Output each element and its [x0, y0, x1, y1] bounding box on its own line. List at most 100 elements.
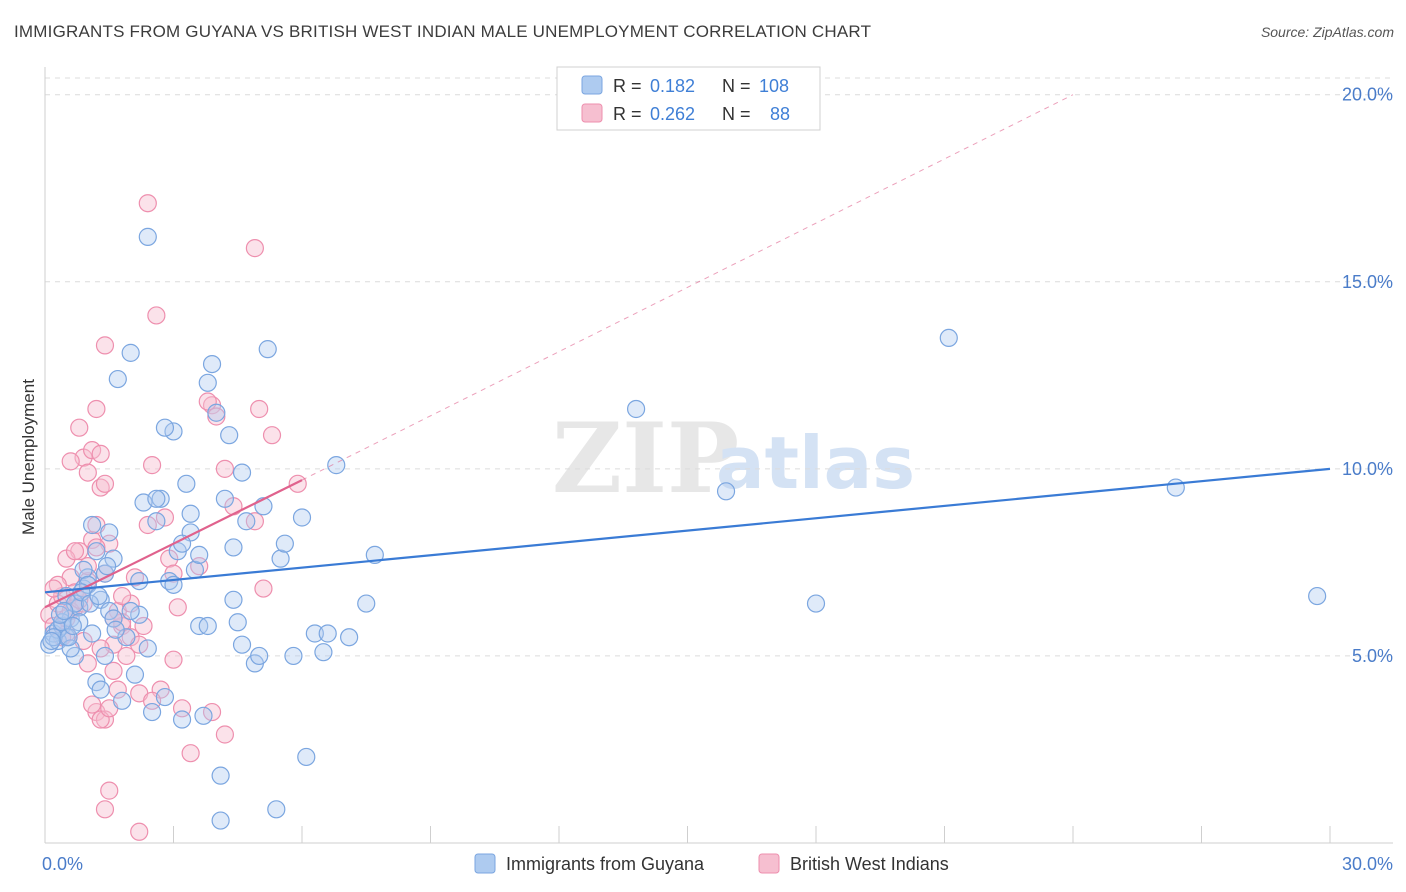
stats-n-value-guyana: 108: [759, 76, 789, 96]
point-bwi-32: [181, 744, 200, 763]
point-guyana-96: [130, 571, 149, 591]
legend-swatch-bwi: [758, 853, 780, 874]
point-guyana-45: [232, 463, 252, 482]
stats-n-label-bwi: N =: [722, 104, 751, 124]
point-guyana-55: [297, 747, 316, 767]
point-bwi-47: [130, 822, 149, 841]
point-bwi-24: [142, 456, 162, 475]
point-guyana-89: [939, 328, 958, 348]
trend-lines: [44, 94, 1331, 609]
point-guyana-82: [121, 601, 140, 621]
point-guyana-26: [151, 489, 170, 508]
trend-guyana: [44, 467, 1331, 594]
point-bwi-56: [78, 463, 97, 482]
stats-n-value-bwi: 88: [770, 104, 790, 124]
legend-swatch-guyana: [474, 853, 496, 874]
point-bwi-40: [262, 426, 282, 445]
stats-n-label-guyana: N =: [722, 76, 751, 96]
point-guyana-85: [190, 545, 209, 565]
trend-bwi-extended: [301, 94, 1074, 481]
point-guyana-34: [185, 560, 205, 579]
point-guyana-78: [61, 639, 80, 658]
point-bwi-66: [288, 474, 307, 493]
point-bwi-76: [164, 650, 183, 669]
stats-swatch-guyana: [581, 75, 603, 95]
point-guyana-90: [1166, 478, 1185, 497]
point-guyana-87: [716, 482, 736, 501]
x-tick-label-start: 0.0%: [42, 854, 83, 874]
point-bwi-38: [250, 399, 269, 419]
point-guyana-74: [232, 635, 252, 654]
axes: [44, 67, 1393, 844]
y-tick-label-0: 5.0%: [1352, 646, 1393, 666]
stats-r-label-bwi: R =: [613, 104, 642, 124]
point-guyana-59: [327, 456, 346, 475]
stats-r-label-guyana: R =: [613, 76, 642, 96]
series-british-west-indians: [40, 194, 307, 841]
point-guyana-52: [275, 534, 294, 553]
point-guyana-10: [83, 624, 102, 643]
point-guyana-17: [112, 691, 132, 710]
point-bwi-60: [104, 661, 123, 680]
point-guyana-15: [104, 549, 123, 568]
y-tick-label-2: 15.0%: [1342, 272, 1393, 292]
point-guyana-41: [215, 489, 234, 508]
point-guyana-54: [292, 508, 312, 527]
point-guyana-43: [224, 590, 243, 609]
point-guyana-70: [155, 418, 175, 437]
trend-bwi: [44, 479, 303, 609]
point-guyana-91: [1308, 586, 1327, 606]
point-guyana-97: [138, 639, 157, 658]
point-bwi-30: [168, 598, 187, 617]
watermark-zip: ZIP: [552, 402, 739, 515]
point-guyana-25: [147, 512, 166, 531]
grid: [45, 77, 1393, 657]
point-guyana-20: [125, 665, 145, 684]
point-bwi-55: [70, 418, 89, 437]
point-guyana-23: [138, 227, 157, 246]
point-guyana-53: [284, 646, 303, 666]
stats-r-value-guyana: 0.182: [650, 76, 695, 96]
point-bwi-39: [254, 579, 273, 598]
point-guyana-39: [207, 403, 226, 422]
point-guyana-18: [117, 628, 136, 647]
point-guyana-98: [198, 616, 217, 636]
point-guyana-27: [155, 687, 175, 707]
point-guyana-99: [224, 538, 243, 557]
point-bwi-41: [138, 194, 157, 213]
point-guyana-14: [100, 523, 119, 542]
point-guyana-19: [121, 343, 140, 362]
point-bwi-52: [91, 444, 110, 463]
point-guyana-101: [55, 601, 74, 621]
stats-legend: R = 0.182 N = 108 R = 0.262 N = 88: [556, 66, 821, 131]
point-guyana-100: [42, 631, 61, 651]
point-guyana-24: [142, 702, 162, 722]
point-bwi-78: [215, 725, 234, 744]
point-guyana-93: [59, 628, 78, 647]
point-guyana-32: [177, 474, 196, 493]
point-guyana-67: [83, 515, 102, 535]
point-bwi-22: [134, 616, 153, 636]
point-guyana-83: [147, 489, 166, 508]
point-bwi-44: [95, 710, 115, 729]
point-guyana-36: [194, 706, 213, 725]
stats-swatch-bwi: [581, 103, 603, 123]
point-guyana-60: [340, 628, 359, 647]
point-guyana-56: [305, 624, 324, 643]
point-guyana-49: [258, 340, 277, 359]
stats-r-value-bwi: 0.262: [650, 104, 695, 124]
legend-label-bwi: British West Indians: [790, 854, 949, 874]
point-guyana-66: [74, 560, 93, 579]
series-immigrants-from-guyana: [40, 227, 1327, 830]
point-bwi-53: [61, 452, 80, 471]
point-guyana-105: [89, 586, 108, 606]
point-guyana-86: [626, 399, 646, 419]
point-guyana-73: [211, 811, 230, 830]
point-bwi-18: [117, 646, 136, 666]
point-bwi-42: [245, 239, 264, 258]
point-guyana-65: [65, 594, 85, 613]
point-guyana-51: [271, 549, 290, 568]
point-guyana-16: [108, 369, 127, 389]
point-guyana-58: [318, 624, 337, 643]
